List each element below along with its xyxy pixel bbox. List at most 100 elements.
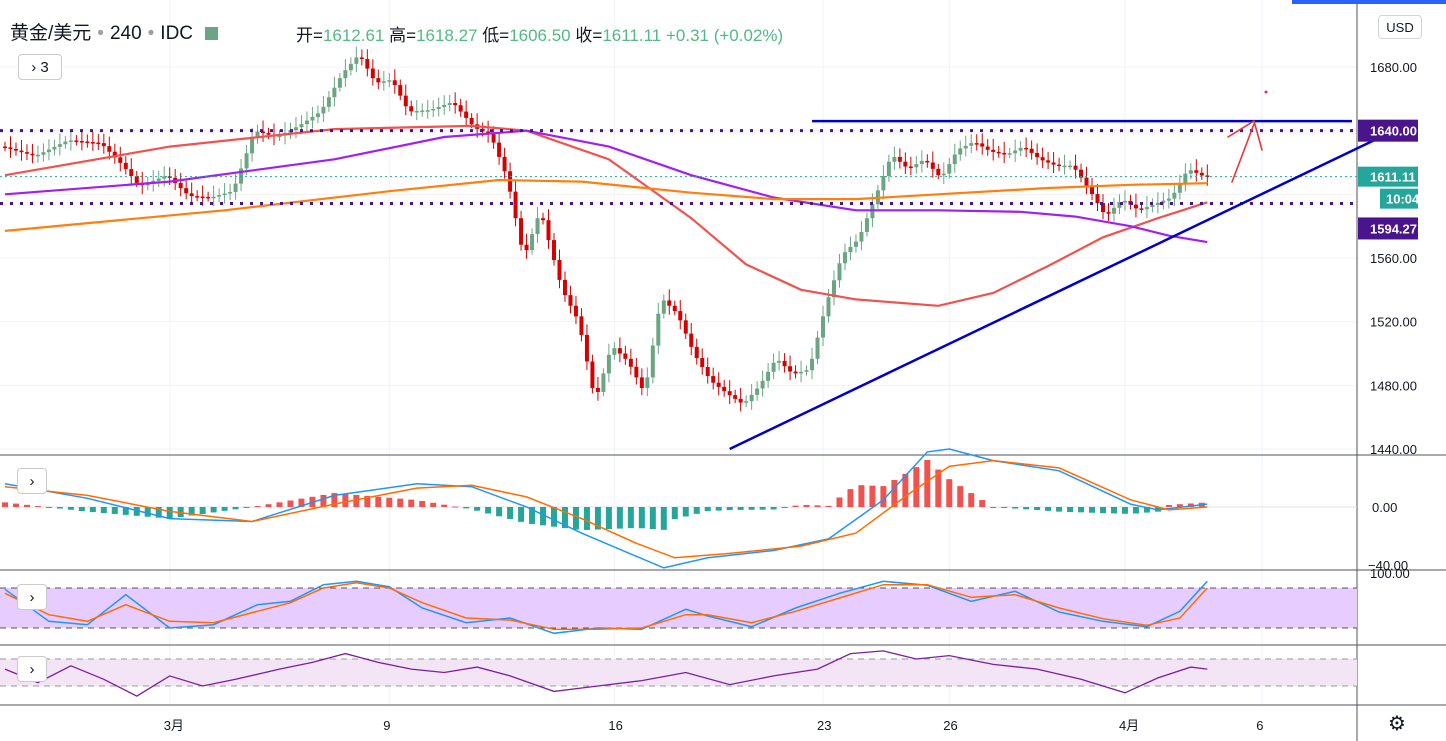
- candle-body: [711, 376, 716, 383]
- candle-body: [326, 97, 331, 107]
- settings-gear-icon[interactable]: ⚙: [1388, 713, 1406, 735]
- macd-histogram-bar: [298, 498, 305, 507]
- macd-histogram-bar: [561, 507, 568, 529]
- candle-body: [228, 191, 233, 194]
- candle-body: [837, 263, 842, 281]
- chevron-right-icon: ›: [31, 58, 41, 76]
- symbol-name[interactable]: 黄金/美元: [10, 23, 92, 44]
- candle-body: [590, 361, 595, 388]
- candle-body: [211, 196, 216, 199]
- ohlc-values: 开=1612.61 高=1618.27 低=1606.50 收=1611.11 …: [296, 21, 783, 46]
- candle-body: [1144, 207, 1149, 210]
- candle-body: [1139, 208, 1144, 210]
- macd-histogram-bar: [485, 507, 492, 514]
- candle-body: [530, 234, 535, 251]
- candle-body: [760, 380, 765, 389]
- candle-body: [722, 386, 727, 392]
- candle-body: [250, 138, 255, 154]
- candle-body: [1172, 192, 1177, 199]
- macd-histogram-bar: [23, 504, 30, 507]
- candle-body: [1007, 153, 1012, 155]
- candle-body: [425, 110, 430, 112]
- macd-histogram-bar: [243, 507, 250, 508]
- candle-body: [601, 373, 606, 392]
- candle-body: [645, 377, 650, 388]
- candle-body: [321, 106, 326, 114]
- candle-body: [85, 141, 90, 144]
- candle-body: [733, 395, 738, 399]
- macd-histogram-bar: [210, 507, 217, 513]
- candle-body: [458, 105, 463, 112]
- candle-body: [1150, 204, 1155, 208]
- candle-body: [810, 358, 815, 371]
- chevron-right-icon: ›: [29, 588, 35, 606]
- candle-body: [261, 131, 266, 134]
- candle-body: [755, 388, 760, 395]
- currency-button[interactable]: USD: [1378, 15, 1422, 39]
- macd-histogram-bar: [56, 507, 63, 509]
- candle-body: [134, 176, 139, 183]
- macd-tick-label: 0.00: [1372, 500, 1397, 515]
- candle-body: [365, 59, 370, 69]
- candle-body: [381, 81, 386, 83]
- macd-histogram-bar: [836, 497, 843, 507]
- macd-histogram-bar: [276, 502, 283, 507]
- macd-histogram-bar: [759, 507, 766, 510]
- trendline: [729, 137, 1379, 451]
- candle-body: [804, 370, 809, 372]
- macd-histogram-bar: [726, 507, 733, 511]
- stoch-pane-toggle-button[interactable]: ›: [17, 584, 47, 610]
- candle-body: [1117, 202, 1122, 208]
- macd-histogram-bar: [397, 498, 404, 507]
- macd-histogram-bar: [858, 485, 865, 507]
- macd-histogram-bar: [441, 504, 448, 507]
- stoch-band: [0, 588, 1357, 628]
- rsi-pane-toggle-button[interactable]: ›: [17, 656, 47, 682]
- candle-body: [936, 168, 941, 176]
- macd-pane-toggle-button[interactable]: ›: [17, 468, 47, 494]
- candle-body: [299, 124, 304, 128]
- macd-histogram-bar: [1143, 507, 1150, 513]
- candle-body: [409, 106, 414, 112]
- candle-body: [343, 70, 348, 79]
- candle-body: [969, 143, 974, 146]
- candle-body: [716, 382, 721, 387]
- candle-body: [206, 196, 211, 199]
- price-tick-label: 1560.00: [1370, 251, 1417, 266]
- stoch-d-line: [4, 581, 1208, 631]
- macd-histogram-bar: [419, 500, 426, 507]
- macd-histogram-bar: [1056, 507, 1063, 512]
- candle-body: [903, 161, 908, 167]
- candle-body: [848, 246, 853, 253]
- candle-body: [403, 95, 408, 107]
- candle-body: [612, 348, 617, 355]
- candle-body: [628, 358, 633, 367]
- price-badge-high-bg: [1358, 119, 1418, 142]
- candle-body: [1122, 200, 1127, 203]
- candle-body: [376, 78, 381, 83]
- candle-body: [30, 153, 35, 156]
- indicators-collapse-button[interactable]: › 3: [18, 54, 62, 80]
- candle-body: [985, 146, 990, 150]
- candle-body: [584, 334, 589, 362]
- candle-body: [513, 191, 518, 219]
- candle-body: [431, 108, 436, 111]
- macd-histogram-bar: [133, 507, 140, 516]
- macd-histogram-bar: [188, 507, 195, 516]
- macd-histogram-bar: [1176, 504, 1183, 507]
- candle-body: [90, 142, 95, 144]
- time-tick-label: 23: [817, 718, 831, 733]
- moving-average-line-1: [4, 124, 1208, 307]
- macd-histogram-bar: [924, 459, 931, 507]
- candle-body: [1018, 147, 1023, 151]
- candle-body: [118, 157, 123, 163]
- candle-body: [107, 146, 112, 152]
- macd-histogram-bar: [891, 479, 898, 507]
- chart-header: 黄金/美元 • 240 • IDC: [10, 18, 228, 45]
- moving-average-line-3: [4, 178, 1208, 232]
- interval-label[interactable]: 240: [109, 23, 142, 44]
- macd-histogram-bar: [781, 507, 788, 508]
- macd-histogram-bar: [342, 494, 349, 507]
- candle-body: [656, 313, 661, 346]
